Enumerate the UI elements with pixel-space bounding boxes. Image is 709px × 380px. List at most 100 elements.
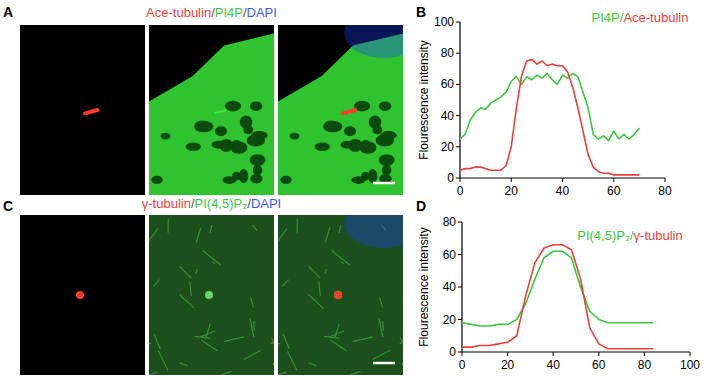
x-tick-label: 100 bbox=[680, 358, 700, 372]
x-tick-label: 0 bbox=[459, 358, 466, 372]
filament bbox=[250, 318, 254, 337]
filament bbox=[278, 229, 287, 247]
y-tick bbox=[458, 287, 462, 288]
x-tick-label: 60 bbox=[607, 184, 621, 198]
filament bbox=[309, 363, 317, 366]
micrograph bbox=[20, 215, 145, 375]
filament bbox=[224, 337, 244, 342]
filament bbox=[244, 350, 262, 359]
cell-hole bbox=[380, 131, 396, 140]
y-tick bbox=[458, 319, 462, 320]
y-tick bbox=[458, 222, 462, 223]
series-line bbox=[460, 73, 639, 140]
micrograph bbox=[278, 25, 403, 195]
y-tick bbox=[456, 178, 460, 179]
x-tick-label: 40 bbox=[547, 358, 561, 372]
cell-hole bbox=[222, 176, 236, 184]
cell-hole bbox=[186, 143, 201, 151]
title-part: PI(4,5)P₂/ bbox=[577, 228, 634, 243]
image-label: γ-tubulin/PI(4,5)P₂/DAPI bbox=[142, 196, 281, 211]
green-signal bbox=[149, 34, 274, 196]
image-label: Ace-tubulin/PI4P/DAPI bbox=[146, 5, 277, 20]
filament bbox=[149, 372, 158, 375]
x-tick-label: 20 bbox=[505, 184, 519, 198]
chart-title: PI(4,5)P₂/γ-tubulin bbox=[577, 228, 682, 243]
filament bbox=[283, 334, 289, 349]
x-tick bbox=[460, 178, 461, 182]
series-line bbox=[462, 245, 654, 349]
filament bbox=[201, 340, 218, 351]
y-tick bbox=[456, 22, 460, 23]
filament bbox=[325, 269, 327, 274]
x-tick bbox=[665, 178, 666, 182]
filament bbox=[379, 318, 383, 337]
x-tick bbox=[507, 352, 508, 356]
green-rod bbox=[214, 110, 227, 113]
filament bbox=[296, 219, 297, 233]
filament bbox=[179, 295, 194, 309]
filament bbox=[149, 229, 158, 247]
red-rod bbox=[343, 110, 356, 113]
filament bbox=[190, 282, 192, 296]
plot-area bbox=[460, 59, 639, 174]
filament bbox=[251, 298, 254, 308]
x-tick bbox=[562, 178, 563, 182]
filament bbox=[154, 334, 160, 349]
x-tick bbox=[690, 352, 691, 356]
chart: D020406080020406080100Flourescence inten… bbox=[416, 198, 700, 372]
cell-hole bbox=[324, 120, 336, 130]
filament bbox=[252, 225, 257, 231]
red-rod bbox=[85, 110, 98, 113]
image-background bbox=[20, 215, 145, 375]
y-tick-label: 20 bbox=[443, 313, 457, 327]
micrograph bbox=[149, 215, 274, 375]
cell-hole bbox=[351, 176, 365, 184]
cell-hole bbox=[372, 125, 382, 134]
series-line bbox=[460, 59, 639, 174]
filament bbox=[282, 280, 288, 287]
label-part: γ-tubulin bbox=[142, 196, 191, 211]
cell-hole bbox=[379, 101, 391, 110]
title-part: Ace-tubulin bbox=[623, 10, 688, 25]
image-background bbox=[149, 25, 274, 195]
cell-hole bbox=[195, 120, 207, 130]
y-tick-label: 60 bbox=[443, 248, 457, 262]
red-dot bbox=[334, 291, 342, 299]
plot-area bbox=[462, 245, 654, 349]
y-tick-label: 80 bbox=[441, 46, 455, 60]
chart: B020406080100020406080Flourescence inten… bbox=[416, 4, 688, 198]
filament bbox=[335, 324, 339, 338]
label-part: PI(4,5)P₂ bbox=[195, 196, 248, 211]
image-background bbox=[149, 215, 274, 375]
y-axis-label: Flourescence intensity bbox=[417, 227, 431, 346]
x-tick bbox=[511, 178, 512, 182]
series-line bbox=[462, 251, 654, 326]
cell-hole bbox=[348, 139, 362, 152]
filament bbox=[153, 280, 159, 287]
x-tick bbox=[644, 352, 645, 356]
image-panel: Cγ-tubulin/PI(4,5)P₂/DAPI bbox=[3, 196, 424, 375]
cell-hole bbox=[225, 101, 241, 112]
title-part: γ-tubulin bbox=[634, 228, 683, 243]
x-tick-label: 40 bbox=[556, 184, 570, 198]
x-tick-label: 20 bbox=[501, 358, 515, 372]
filament bbox=[319, 282, 321, 296]
filament bbox=[196, 227, 201, 242]
y-tick-label: 60 bbox=[441, 77, 455, 91]
filament bbox=[380, 298, 383, 308]
x-tick bbox=[462, 352, 463, 356]
micrograph bbox=[278, 215, 403, 375]
filament bbox=[278, 372, 287, 375]
y-axis bbox=[459, 22, 460, 178]
y-tick-label: 40 bbox=[443, 280, 457, 294]
x-tick-label: 60 bbox=[592, 358, 606, 372]
filament bbox=[221, 371, 232, 375]
background bbox=[0, 0, 709, 380]
x-tick-label: 80 bbox=[658, 184, 672, 198]
filament bbox=[253, 321, 255, 331]
filament bbox=[278, 343, 280, 347]
y-tick bbox=[456, 115, 460, 116]
cell-hole bbox=[368, 169, 377, 183]
micrograph bbox=[149, 25, 274, 195]
micrograph bbox=[20, 25, 145, 195]
